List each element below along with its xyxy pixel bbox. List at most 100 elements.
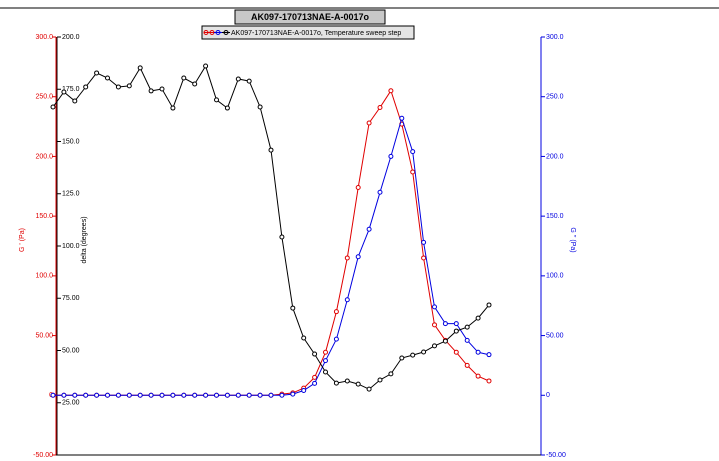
data-point xyxy=(410,169,416,175)
y2-tick-label: 300.0 xyxy=(546,34,564,41)
data-point xyxy=(203,63,209,69)
y2-tick-label: 200.0 xyxy=(546,153,564,160)
data-point xyxy=(442,321,448,327)
data-point xyxy=(410,352,416,358)
data-point xyxy=(159,86,165,92)
data-point xyxy=(72,98,78,104)
data-point xyxy=(355,184,361,190)
data-point xyxy=(246,392,252,398)
y2-tick-label: 50.00 xyxy=(546,332,564,339)
data-point xyxy=(432,304,437,310)
data-point xyxy=(475,349,481,355)
data-point xyxy=(115,84,121,90)
data-point xyxy=(323,349,328,355)
data-point xyxy=(486,302,492,308)
data-point xyxy=(399,355,405,361)
data-point xyxy=(421,349,427,355)
data-point xyxy=(257,392,263,398)
y3-tick-label: 75.00 xyxy=(62,295,80,302)
data-point xyxy=(388,88,394,94)
data-point xyxy=(301,388,307,394)
y3-tick-label: 25.00 xyxy=(62,400,80,407)
data-point xyxy=(410,149,416,155)
y3-tick-label: 50.00 xyxy=(62,347,80,354)
data-point xyxy=(159,392,165,398)
data-point xyxy=(235,392,241,398)
data-point xyxy=(290,391,296,397)
title-box xyxy=(234,9,386,25)
y3-tick-label: 125.0 xyxy=(62,191,80,198)
data-point xyxy=(268,392,274,398)
data-point xyxy=(257,104,263,110)
series-line xyxy=(52,64,490,390)
data-point xyxy=(442,338,448,344)
data-point xyxy=(312,380,318,386)
data-point xyxy=(50,392,56,398)
data-point xyxy=(94,70,100,76)
y2-axis-label: G '' (Pa) xyxy=(569,227,576,252)
data-point xyxy=(323,369,328,375)
data-point xyxy=(61,89,67,95)
y2-tick-label: 0 xyxy=(546,392,550,399)
data-point xyxy=(203,392,209,398)
data-point xyxy=(192,81,198,87)
y3-tick-label: 100.0 xyxy=(62,243,80,250)
data-point xyxy=(366,386,372,392)
data-point xyxy=(148,88,154,94)
data-point xyxy=(399,115,405,121)
y-tick-label: 300.0 xyxy=(35,34,53,41)
data-point xyxy=(224,105,230,111)
data-point xyxy=(475,373,481,379)
data-point xyxy=(333,309,339,315)
data-point xyxy=(181,75,187,81)
data-point xyxy=(83,392,89,398)
data-point xyxy=(105,392,110,398)
data-point xyxy=(137,65,143,71)
data-point xyxy=(464,324,470,330)
data-point xyxy=(453,349,459,355)
data-point xyxy=(126,392,132,398)
data-point xyxy=(344,297,350,303)
data-point xyxy=(377,377,383,383)
data-point xyxy=(192,392,198,398)
legend-label: AK097-170713NAE-A-0017o, Temperature swe… xyxy=(231,30,401,37)
data-point xyxy=(246,78,252,84)
data-point xyxy=(377,104,383,110)
data-point xyxy=(312,351,318,357)
data-point xyxy=(148,392,154,398)
y2-tick-label: 100.0 xyxy=(546,273,564,280)
data-point xyxy=(486,378,492,384)
data-point xyxy=(312,374,318,380)
data-point xyxy=(355,381,361,387)
y3-tick-label: 150.0 xyxy=(62,138,80,145)
data-point xyxy=(486,352,492,358)
data-point xyxy=(464,362,470,368)
data-point xyxy=(214,392,219,398)
y-tick-label: 200.0 xyxy=(35,153,53,160)
data-point xyxy=(170,392,176,398)
data-point xyxy=(453,328,459,334)
y-tick-label: -50.00 xyxy=(33,452,53,459)
data-point xyxy=(170,105,176,111)
y3-tick-label: 175.0 xyxy=(62,86,80,93)
data-point xyxy=(464,337,470,343)
data-point xyxy=(94,392,100,398)
data-point xyxy=(377,189,383,195)
data-point xyxy=(61,392,67,398)
data-point xyxy=(235,76,241,82)
data-point xyxy=(279,392,285,398)
data-point xyxy=(421,239,427,245)
data-point xyxy=(432,343,437,349)
data-point xyxy=(181,392,187,398)
data-point xyxy=(50,104,56,110)
data-point xyxy=(214,97,219,103)
chart-title: AK097-170713NAE-A-0017o xyxy=(251,12,370,22)
y2-tick-label: 150.0 xyxy=(546,213,564,220)
y2-tick-label: 250.0 xyxy=(546,94,564,101)
y2-tick-label: -50.00 xyxy=(546,452,566,459)
y-tick-label: 100.0 xyxy=(35,273,53,280)
y-tick-label: 250.0 xyxy=(35,94,53,101)
data-point xyxy=(115,392,121,398)
data-point xyxy=(268,147,274,153)
